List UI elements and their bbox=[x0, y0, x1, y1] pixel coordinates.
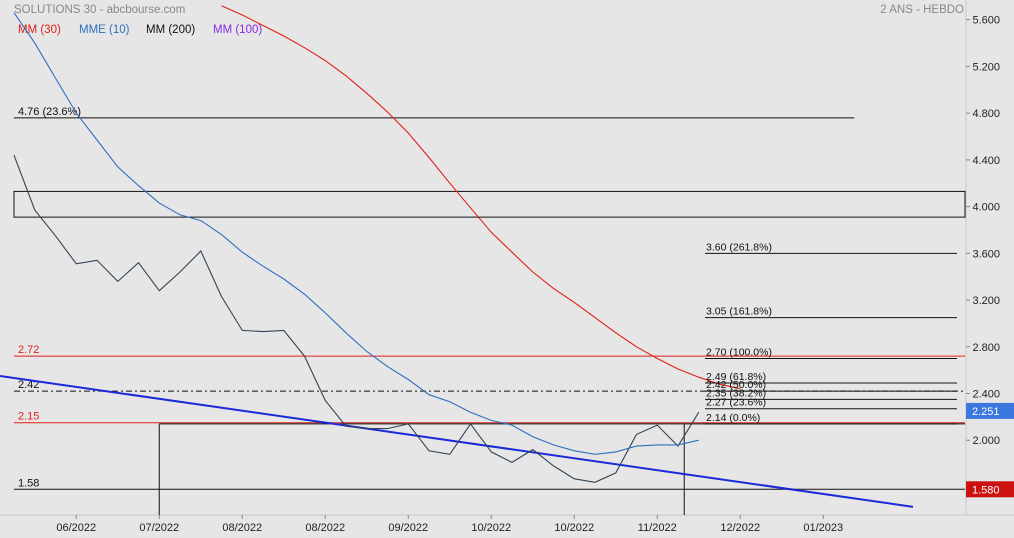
y-tick-label: 3.600 bbox=[972, 248, 1000, 260]
x-tick-label: 11/2022 bbox=[638, 522, 677, 534]
x-tick-label: 09/2022 bbox=[388, 522, 428, 534]
y-tick-label: 5.600 bbox=[972, 15, 1000, 27]
x-tick-label: 08/2022 bbox=[305, 522, 345, 534]
legend-item: MM (30) bbox=[18, 24, 61, 36]
fibonacci-levels: 3.60 (261.8%) 3.05 (161.8%) 2.70 (100.0%) 2… bbox=[705, 241, 957, 425]
level-label: 2.42 bbox=[18, 379, 39, 391]
series-line-mm30 bbox=[221, 5, 741, 390]
price-badges: 2.251 1.580 bbox=[966, 402, 1014, 498]
x-axis: 06/2022 07/2022 08/2022 08/2022 09/2022 10/20… bbox=[56, 515, 843, 534]
price-badge-label: 1.580 bbox=[972, 484, 1000, 496]
level-label: 2.72 bbox=[18, 344, 39, 356]
fibonacci-label: 2.35 (38.2%) bbox=[706, 387, 766, 399]
price-badge bbox=[966, 402, 1014, 419]
y-tick-label: 4.400 bbox=[972, 155, 1000, 167]
chart-period: 2 ANS - HEBDO bbox=[880, 4, 964, 16]
x-tick-label: 01/2023 bbox=[803, 522, 843, 534]
x-tick-label: 10/2022 bbox=[554, 522, 594, 534]
fibonacci-label: 2.27 (23.6%) bbox=[706, 397, 766, 409]
level-label: 4.76 (23.6%) bbox=[18, 106, 81, 118]
y-tick-label: 2.800 bbox=[972, 342, 1000, 354]
fibonacci-label: 3.05 (161.8%) bbox=[706, 306, 772, 318]
fibonacci-label: 2.14 (0.0%) bbox=[706, 412, 760, 424]
x-tick-label: 07/2022 bbox=[139, 522, 179, 534]
series-line-mme10 bbox=[13, 12, 699, 455]
y-tick-label: 5.200 bbox=[972, 61, 1000, 73]
horizontal-levels: 2.72 2.15 2.42 1.58 4.76 (23.6%) bbox=[13, 106, 966, 515]
price-badge-label: 2.251 bbox=[972, 406, 1000, 418]
price-badge bbox=[966, 481, 1014, 498]
fibonacci-label: 3.60 (261.8%) bbox=[706, 241, 772, 253]
x-tick-label: 08/2022 bbox=[222, 522, 262, 534]
series-lines bbox=[0, 5, 914, 508]
series-line-price bbox=[13, 155, 700, 483]
level-label: 1.58 bbox=[18, 477, 39, 489]
x-tick-label: 12/2022 bbox=[720, 522, 760, 534]
x-tick-label: 06/2022 bbox=[56, 522, 96, 534]
fibonacci-label: 2.42 (50.0%) bbox=[706, 379, 766, 391]
y-tick-label: 2.400 bbox=[972, 389, 1000, 401]
y-tick-label: 4.800 bbox=[972, 108, 1000, 120]
legend-item: MM (100) bbox=[213, 24, 262, 36]
x-tick-label: 10/2022 bbox=[471, 522, 511, 534]
chart-title: SOLUTIONS 30 - abcbourse.com bbox=[14, 4, 185, 16]
support-zone-box bbox=[13, 190, 966, 218]
legend: MM (30) MME (10) MM (200) MM (100) bbox=[18, 24, 262, 36]
y-tick-label: 2.000 bbox=[972, 435, 1000, 447]
level-label: 2.15 bbox=[18, 411, 39, 423]
legend-item: MM (200) bbox=[146, 24, 195, 36]
legend-item: MME (10) bbox=[79, 24, 130, 36]
y-tick-label: 4.000 bbox=[972, 202, 1000, 214]
y-tick-label: 3.200 bbox=[972, 295, 1000, 307]
y-axis: 5.600 5.200 4.800 4.400 4.000 3.600 3.200 2.800… bbox=[966, 15, 1000, 447]
fibonacci-label: 2.70 (100.0%) bbox=[706, 346, 772, 358]
fibonacci-label: 2.49 (61.8%) bbox=[706, 371, 766, 383]
trendline bbox=[0, 374, 914, 508]
